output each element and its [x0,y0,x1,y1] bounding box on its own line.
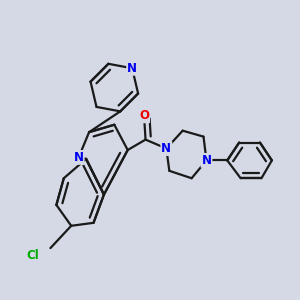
Text: Cl: Cl [26,249,39,262]
Text: O: O [139,109,149,122]
Text: N: N [161,142,171,155]
Text: N: N [74,151,84,164]
Text: N: N [202,154,212,167]
Text: N: N [127,62,137,75]
